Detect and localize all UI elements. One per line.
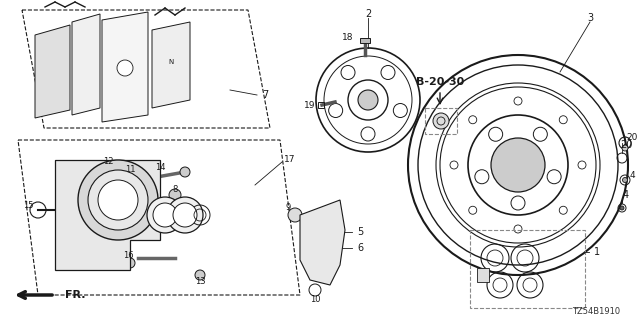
- Polygon shape: [35, 25, 70, 118]
- Circle shape: [491, 138, 545, 192]
- Text: 4: 4: [629, 171, 635, 180]
- Text: 6: 6: [357, 243, 363, 253]
- Text: 2: 2: [365, 9, 371, 19]
- Polygon shape: [102, 12, 148, 122]
- Circle shape: [623, 178, 627, 182]
- Text: 10: 10: [310, 295, 320, 305]
- Circle shape: [147, 197, 183, 233]
- Text: TZ54B1910: TZ54B1910: [572, 307, 620, 316]
- Text: 14: 14: [155, 164, 165, 172]
- Text: B-20-30: B-20-30: [416, 77, 464, 87]
- Text: 18: 18: [342, 34, 354, 43]
- Text: 3: 3: [587, 13, 593, 23]
- Polygon shape: [300, 200, 345, 285]
- Polygon shape: [55, 160, 160, 270]
- Bar: [360, 38, 370, 43]
- Text: N: N: [168, 59, 173, 65]
- Text: 17: 17: [284, 156, 296, 164]
- Bar: [470, 230, 585, 308]
- Circle shape: [78, 160, 158, 240]
- Circle shape: [153, 203, 177, 227]
- Text: 7: 7: [262, 90, 268, 100]
- Text: 12: 12: [103, 157, 113, 166]
- Text: 20: 20: [620, 140, 632, 150]
- Text: FR.: FR.: [65, 290, 86, 300]
- Circle shape: [622, 145, 628, 151]
- Circle shape: [358, 90, 378, 110]
- Polygon shape: [152, 22, 190, 108]
- Bar: [55, 160, 80, 180]
- Text: 16: 16: [123, 251, 133, 260]
- Bar: [55, 248, 80, 268]
- Circle shape: [433, 113, 449, 129]
- Bar: [318, 102, 324, 108]
- Text: 4: 4: [623, 190, 629, 200]
- Text: 19: 19: [304, 100, 316, 109]
- Text: 5: 5: [357, 227, 363, 237]
- Text: 13: 13: [195, 277, 205, 286]
- Text: 8: 8: [172, 186, 178, 195]
- Circle shape: [173, 203, 197, 227]
- Bar: [477, 268, 489, 282]
- Text: 9: 9: [285, 204, 291, 212]
- Circle shape: [180, 167, 190, 177]
- Circle shape: [98, 180, 138, 220]
- Circle shape: [195, 270, 205, 280]
- Circle shape: [125, 258, 135, 268]
- Bar: [425, 108, 457, 134]
- Circle shape: [167, 197, 203, 233]
- Circle shape: [117, 60, 133, 76]
- Polygon shape: [72, 14, 100, 115]
- Text: 11: 11: [125, 165, 135, 174]
- Text: 15: 15: [23, 201, 33, 210]
- Text: 20: 20: [627, 133, 637, 142]
- Circle shape: [288, 208, 302, 222]
- Circle shape: [620, 206, 624, 210]
- Circle shape: [169, 189, 181, 201]
- Circle shape: [88, 170, 148, 230]
- Text: 1: 1: [594, 247, 600, 257]
